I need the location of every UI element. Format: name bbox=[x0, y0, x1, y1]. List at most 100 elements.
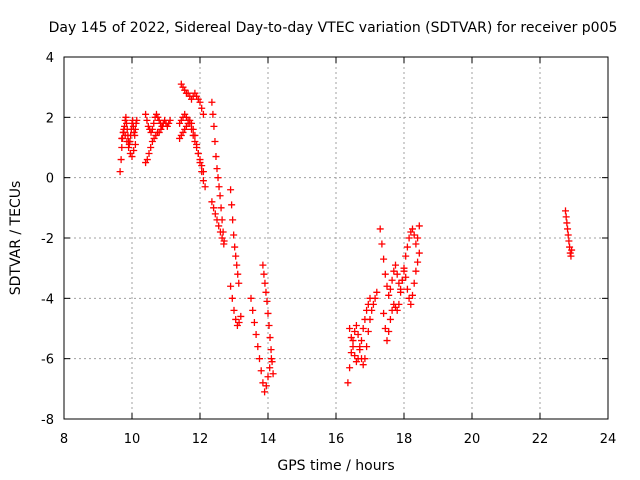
data-point bbox=[125, 144, 133, 151]
data-point bbox=[381, 325, 389, 332]
data-point bbox=[154, 113, 162, 121]
data-point bbox=[259, 261, 267, 269]
data-point bbox=[147, 144, 155, 151]
data-point bbox=[361, 315, 369, 323]
data-point bbox=[122, 113, 130, 121]
data-point bbox=[414, 258, 422, 266]
data-point bbox=[363, 343, 371, 351]
data-point bbox=[231, 243, 239, 251]
data-point bbox=[267, 346, 275, 354]
data-point bbox=[266, 334, 274, 342]
x-tick-label: 16 bbox=[328, 432, 345, 447]
data-point bbox=[193, 140, 201, 148]
data-point bbox=[366, 294, 374, 302]
data-point bbox=[352, 321, 360, 329]
data-point bbox=[564, 225, 572, 233]
data-point bbox=[147, 128, 155, 136]
data-point bbox=[373, 288, 381, 296]
data-point bbox=[191, 131, 199, 139]
data-point bbox=[412, 240, 420, 248]
data-point bbox=[232, 315, 240, 323]
data-point bbox=[364, 300, 372, 308]
data-point bbox=[117, 156, 125, 164]
data-point bbox=[144, 122, 152, 130]
data-point bbox=[415, 222, 423, 230]
data-point bbox=[233, 261, 241, 269]
data-point bbox=[402, 273, 410, 281]
data-point bbox=[194, 150, 202, 158]
data-point bbox=[261, 388, 269, 396]
data-point bbox=[210, 204, 218, 212]
data-point bbox=[143, 156, 151, 164]
data-point bbox=[567, 252, 575, 260]
data-point bbox=[393, 270, 401, 278]
data-point bbox=[264, 373, 272, 381]
data-point bbox=[356, 346, 364, 354]
data-point bbox=[409, 225, 416, 233]
data-point bbox=[412, 267, 420, 275]
data-point bbox=[269, 370, 277, 378]
data-point bbox=[566, 249, 574, 257]
data-point bbox=[234, 270, 242, 278]
data-point bbox=[390, 267, 398, 275]
data-point bbox=[213, 165, 221, 173]
y-tick-label: 2 bbox=[46, 111, 54, 126]
data-point bbox=[229, 216, 237, 224]
data-points bbox=[116, 80, 576, 396]
data-point bbox=[565, 237, 573, 245]
data-point bbox=[265, 321, 273, 329]
data-point bbox=[262, 382, 270, 390]
data-point bbox=[266, 364, 274, 372]
data-point bbox=[361, 355, 369, 363]
x-tick-label: 22 bbox=[532, 432, 549, 447]
chart-title: Day 145 of 2022, Sidereal Day-to-day VTE… bbox=[49, 20, 618, 36]
data-point bbox=[148, 125, 156, 133]
data-point bbox=[380, 309, 388, 317]
data-point bbox=[230, 306, 238, 314]
data-point bbox=[150, 119, 158, 127]
data-point bbox=[385, 291, 393, 299]
data-point bbox=[392, 261, 399, 269]
data-point bbox=[409, 291, 416, 299]
data-point bbox=[393, 306, 401, 314]
data-point bbox=[250, 318, 258, 326]
data-point bbox=[562, 207, 569, 215]
data-point bbox=[211, 137, 219, 145]
data-point bbox=[346, 325, 354, 332]
data-point bbox=[128, 153, 136, 161]
data-point bbox=[118, 144, 126, 151]
data-point bbox=[211, 210, 219, 218]
data-point bbox=[118, 134, 126, 142]
data-point bbox=[121, 116, 129, 124]
data-point bbox=[218, 234, 226, 242]
data-point bbox=[145, 150, 153, 158]
data-point bbox=[358, 337, 365, 345]
data-point bbox=[123, 137, 131, 145]
data-point bbox=[227, 186, 235, 194]
data-point bbox=[208, 98, 216, 106]
y-tick-label: -2 bbox=[41, 232, 54, 247]
data-point bbox=[249, 306, 257, 314]
data-point bbox=[152, 110, 160, 118]
data-point bbox=[165, 119, 173, 127]
data-point bbox=[376, 225, 384, 233]
data-point bbox=[385, 328, 393, 336]
x-tick-label: 14 bbox=[260, 432, 277, 447]
data-point bbox=[259, 379, 267, 387]
data-point bbox=[403, 243, 411, 251]
data-point bbox=[247, 294, 255, 302]
data-point bbox=[402, 252, 410, 260]
data-point bbox=[216, 228, 224, 236]
data-point bbox=[256, 355, 263, 363]
data-point bbox=[228, 201, 236, 209]
data-point bbox=[264, 309, 272, 317]
data-point bbox=[344, 379, 352, 387]
x-tick-label: 12 bbox=[192, 432, 209, 447]
data-point bbox=[364, 328, 372, 336]
data-point bbox=[378, 240, 386, 248]
data-point bbox=[398, 276, 406, 284]
x-tick-label: 20 bbox=[464, 432, 481, 447]
data-point bbox=[395, 279, 403, 287]
